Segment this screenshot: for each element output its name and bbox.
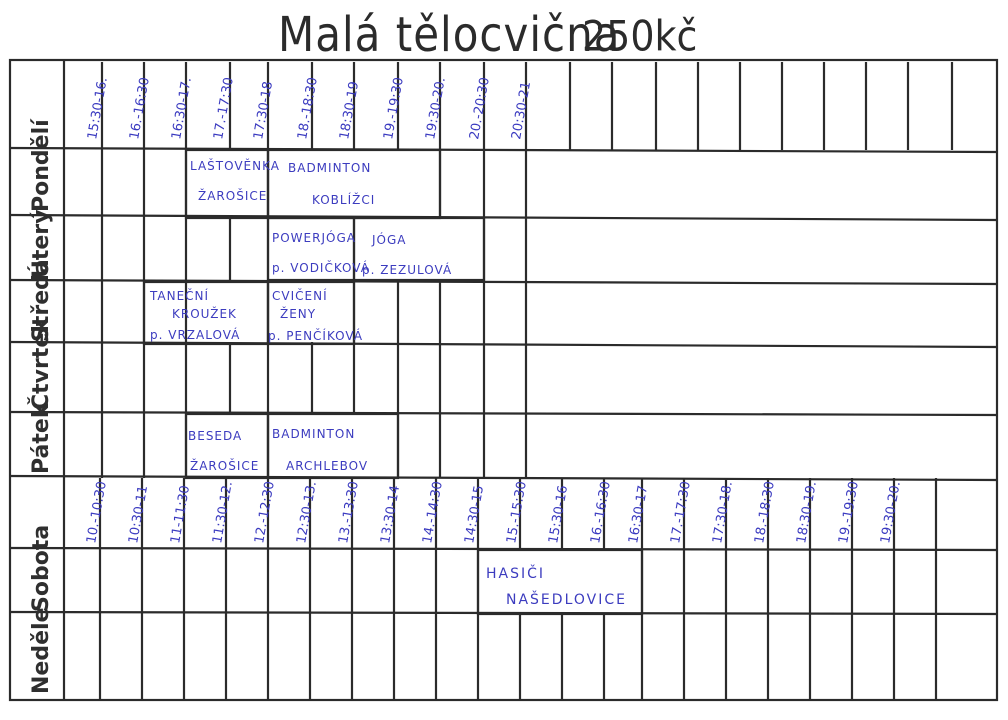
time-label: 18.-18:30 xyxy=(752,480,778,544)
time-label: 14.-14:30 xyxy=(420,480,446,544)
event-wed-cviceni: CVIČENÍ ŽENY p. PENČÍKOVÁ xyxy=(268,288,363,343)
time-label: 11:30-12. xyxy=(210,480,236,544)
event-text: p. VODIČKOVÁ xyxy=(272,260,370,275)
time-label: 20.-20:30 xyxy=(467,76,493,140)
weekend-time-headers: 10.-10:30 10:30-11 11-11:30 11:30-12. 12… xyxy=(84,480,904,544)
time-label: 16.-16:30 xyxy=(588,480,614,544)
event-text: BADMINTON xyxy=(288,161,371,175)
event-text: LAŠTOVĚNKA xyxy=(190,158,280,173)
day-sunday: Neděle xyxy=(29,608,54,694)
event-text: JÓGA xyxy=(371,232,407,247)
event-text: BADMINTON xyxy=(272,427,355,441)
gym-name: Malá tělocvična xyxy=(278,6,621,63)
time-label: 15:30-16. xyxy=(85,76,111,140)
event-wed-tanecni: TANEČNÍ KROUŽEK p. VRZALOVÁ xyxy=(149,288,240,342)
event-text: TANEČNÍ xyxy=(149,288,209,303)
time-label: 19:30-20. xyxy=(878,480,904,544)
event-text: ŽAROŠICE xyxy=(190,458,259,473)
event-text: p. PENČÍKOVÁ xyxy=(268,328,363,343)
event-text: p. VRZALOVÁ xyxy=(150,327,240,342)
time-label: 19.-19:30 xyxy=(836,480,862,544)
time-label: 18.-18:30 xyxy=(295,76,321,140)
day-saturday: Sobota xyxy=(29,525,54,612)
time-label: 17:30-18 xyxy=(251,80,276,140)
day-labels: Pondělí Úterý Středa Čtvrtek Pátek Sobot… xyxy=(28,118,54,694)
time-label: 13.-13:30 xyxy=(336,480,362,544)
weekday-time-headers: 15:30-16. 16.-16:30 16:30-17. 17.-17:30 … xyxy=(85,76,534,140)
gym-price: 250kč xyxy=(582,12,698,61)
time-label: 12.-12:30 xyxy=(252,480,278,544)
event-text: ARCHLEBOV xyxy=(286,459,368,473)
time-label: 20:30-21 xyxy=(509,80,534,140)
time-label: 16:30-17 xyxy=(626,484,651,544)
day-friday: Pátek xyxy=(29,402,54,474)
event-text: CVIČENÍ xyxy=(272,288,328,303)
time-label: 15.-15:30 xyxy=(504,480,530,544)
day-thursday: Čtvrtek xyxy=(28,317,54,410)
time-label: 11-11:30 xyxy=(168,484,193,544)
time-label: 18:30-19. xyxy=(794,480,820,544)
time-label: 10.-10:30 xyxy=(84,480,110,544)
time-label: 19:30-20. xyxy=(423,76,449,140)
time-label: 15:30-16 xyxy=(546,484,571,544)
event-boxes xyxy=(142,148,644,616)
event-text: BESEDA xyxy=(188,429,242,443)
day-monday: Pondělí xyxy=(29,118,54,212)
grid-lines xyxy=(8,58,999,702)
time-label: 14:30-15 xyxy=(462,484,487,544)
time-label: 16.-16:30 xyxy=(127,76,153,140)
time-label: 12:30-13. xyxy=(294,480,320,544)
day-wednesday: Středa xyxy=(29,259,54,342)
event-tue-powerjoga: POWERJÓGA p. VODIČKOVÁ xyxy=(272,230,370,275)
event-mon-lastovenka: LAŠTOVĚNKA ŽAROŠICE xyxy=(190,158,280,203)
event-text: HASIČI xyxy=(486,564,545,582)
day-tuesday: Úterý xyxy=(28,210,54,279)
time-label: 19.-19:30 xyxy=(381,76,407,140)
outer-frame xyxy=(8,58,999,702)
event-text: p. ZEZULOVÁ xyxy=(362,262,452,277)
event-fri-badminton: BADMINTON ARCHLEBOV xyxy=(272,427,368,473)
event-text: KROUŽEK xyxy=(172,306,237,321)
time-label: 17.-17:30 xyxy=(211,76,237,140)
event-sat-hasici: HASIČI NAŠEDLOVICE xyxy=(486,564,627,608)
time-label: 13:30-14 xyxy=(378,484,403,544)
time-label: 16:30-17. xyxy=(169,76,195,140)
event-mon-badminton: BADMINTON KOBLÍŽCI xyxy=(288,161,375,207)
event-fri-beseda: BESEDA ŽAROŠICE xyxy=(188,429,259,473)
event-text: KOBLÍŽCI xyxy=(312,192,375,207)
time-label: 10:30-11 xyxy=(126,484,151,544)
event-text: NAŠEDLOVICE xyxy=(506,590,627,608)
event-text: ŽENY xyxy=(280,306,316,321)
time-label: 17.-17:30 xyxy=(668,480,694,544)
event-text: POWERJÓGA xyxy=(272,230,356,245)
time-label: 17:30-18. xyxy=(710,480,736,544)
page-title: Malá tělocvična 250kč xyxy=(0,4,1008,63)
event-text: ŽAROŠICE xyxy=(198,188,267,203)
time-label: 18:30-19 xyxy=(337,80,362,140)
event-tue-joga: JÓGA p. ZEZULOVÁ xyxy=(362,232,452,277)
events: LAŠTOVĚNKA ŽAROŠICE BADMINTON KOBLÍŽCI P… xyxy=(149,158,627,608)
